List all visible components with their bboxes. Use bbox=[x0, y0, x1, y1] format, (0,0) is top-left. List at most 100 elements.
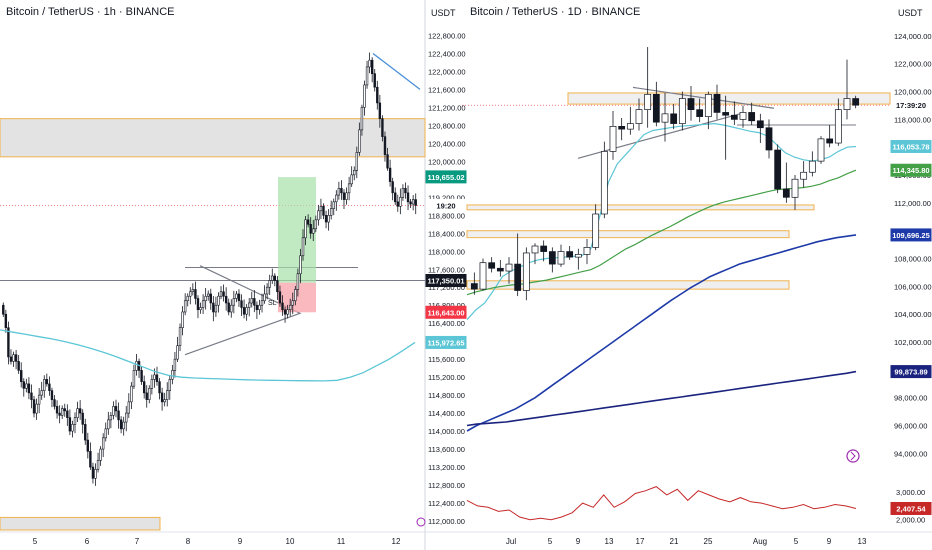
right-osc-tick: 3,000.00 bbox=[896, 488, 925, 497]
left-y-tick: 112,800.00 bbox=[428, 481, 465, 490]
right-candle bbox=[704, 93, 712, 117]
left-y-tick: 122,400.00 bbox=[428, 49, 466, 58]
left-y-tick: 113,200.00 bbox=[428, 463, 465, 472]
left-candle bbox=[135, 361, 138, 371]
left-candle bbox=[342, 192, 346, 200]
left-candle bbox=[58, 412, 61, 416]
left-candle bbox=[191, 289, 195, 293]
left-zone-0 bbox=[0, 118, 426, 158]
left-candle bbox=[319, 206, 323, 212]
left-candle bbox=[76, 408, 79, 418]
left-y-tick: 116,400.00 bbox=[428, 319, 465, 328]
left-x-tick: 11 bbox=[337, 537, 346, 546]
left-candle bbox=[260, 300, 264, 306]
left-candle bbox=[255, 304, 259, 311]
right-candle bbox=[592, 213, 600, 248]
left-candle bbox=[283, 309, 287, 315]
left-candle bbox=[358, 129, 361, 153]
right-candle bbox=[774, 149, 782, 190]
right-zone-3 bbox=[466, 280, 790, 290]
left-candle bbox=[189, 291, 192, 297]
right-ema-cyan bbox=[466, 122, 857, 321]
left-y-tick: 117,600.00 bbox=[428, 265, 465, 274]
left-candle bbox=[281, 302, 284, 311]
left-price-tag-label: 115,972.65 bbox=[427, 338, 464, 347]
left-candle bbox=[125, 412, 128, 423]
right-price-tag-label: 116,053.78 bbox=[892, 142, 929, 151]
left-candle bbox=[409, 201, 412, 205]
left-y-tick: 120,800.00 bbox=[428, 121, 466, 130]
left-candle bbox=[386, 154, 389, 169]
left-x-tick: 9 bbox=[238, 537, 243, 546]
left-candle bbox=[253, 298, 256, 306]
right-x-tick: Aug bbox=[753, 537, 767, 546]
left-price-tag bbox=[425, 198, 467, 212]
left-candle bbox=[94, 469, 97, 479]
left-candle bbox=[317, 210, 320, 221]
left-candle bbox=[30, 392, 33, 400]
left-candle bbox=[404, 188, 407, 194]
left-candle bbox=[148, 388, 151, 400]
left-y-tick: 118,000.00 bbox=[428, 247, 465, 256]
left-y-tick: 118,400.00 bbox=[428, 229, 465, 238]
left-candle bbox=[145, 392, 148, 400]
left-candle bbox=[355, 152, 358, 171]
left-candle bbox=[89, 451, 92, 468]
left-candle bbox=[86, 439, 90, 452]
right-y-tick: 108,000.00 bbox=[894, 255, 932, 264]
left-candle bbox=[91, 466, 95, 479]
left-candle bbox=[396, 201, 399, 207]
right-candle bbox=[739, 112, 747, 120]
left-candle bbox=[212, 302, 215, 313]
left-candle bbox=[214, 304, 218, 313]
left-candle bbox=[381, 118, 384, 137]
right-zone-0 bbox=[567, 92, 891, 105]
right-currency-label: USDT bbox=[898, 8, 923, 18]
right-candle bbox=[566, 251, 574, 258]
left-candle bbox=[324, 215, 328, 223]
right-trendline-lower bbox=[577, 113, 741, 159]
left-candle bbox=[122, 421, 125, 430]
left-candle bbox=[314, 219, 318, 230]
left-candle bbox=[327, 215, 330, 223]
left-candle bbox=[63, 408, 66, 412]
right-candle bbox=[488, 262, 496, 269]
left-candle bbox=[278, 291, 282, 304]
right-ema-blue bbox=[466, 234, 857, 432]
left-candle bbox=[43, 379, 46, 391]
right-x-tick: 5 bbox=[548, 537, 553, 546]
left-candle bbox=[168, 379, 171, 391]
left-y-tick: 114,800.00 bbox=[428, 391, 465, 400]
left-candle bbox=[84, 424, 87, 441]
right-y-tick: 124,000.00 bbox=[894, 32, 932, 41]
right-candle bbox=[644, 93, 652, 111]
left-candle bbox=[306, 219, 310, 225]
left-price-tag bbox=[425, 273, 467, 287]
right-candle bbox=[635, 109, 643, 124]
right-candle bbox=[687, 98, 695, 111]
left-x-tick: 12 bbox=[392, 537, 401, 546]
left-candle bbox=[414, 199, 417, 206]
left-currency-label: USDT bbox=[431, 8, 456, 18]
left-candle bbox=[301, 237, 305, 257]
right-x-tick: 13 bbox=[858, 537, 867, 546]
left-candle bbox=[107, 419, 110, 430]
right-price-tag bbox=[890, 163, 932, 177]
right-candle bbox=[479, 262, 487, 290]
left-y-tick: 112,400.00 bbox=[428, 499, 465, 508]
left-x-tick: 10 bbox=[286, 537, 295, 546]
left-candle bbox=[286, 309, 289, 315]
left-y-tick: 114,400.00 bbox=[428, 409, 465, 418]
left-candle bbox=[296, 273, 300, 290]
left-events-icon bbox=[416, 517, 426, 527]
left-candle bbox=[7, 327, 10, 358]
left-candle bbox=[17, 361, 20, 371]
left-candle bbox=[245, 307, 248, 315]
right-x-tick: 17 bbox=[636, 537, 645, 546]
right-oscillator bbox=[466, 486, 857, 521]
left-candle bbox=[99, 448, 102, 461]
right-candle bbox=[548, 251, 556, 265]
left-candle bbox=[240, 300, 243, 308]
